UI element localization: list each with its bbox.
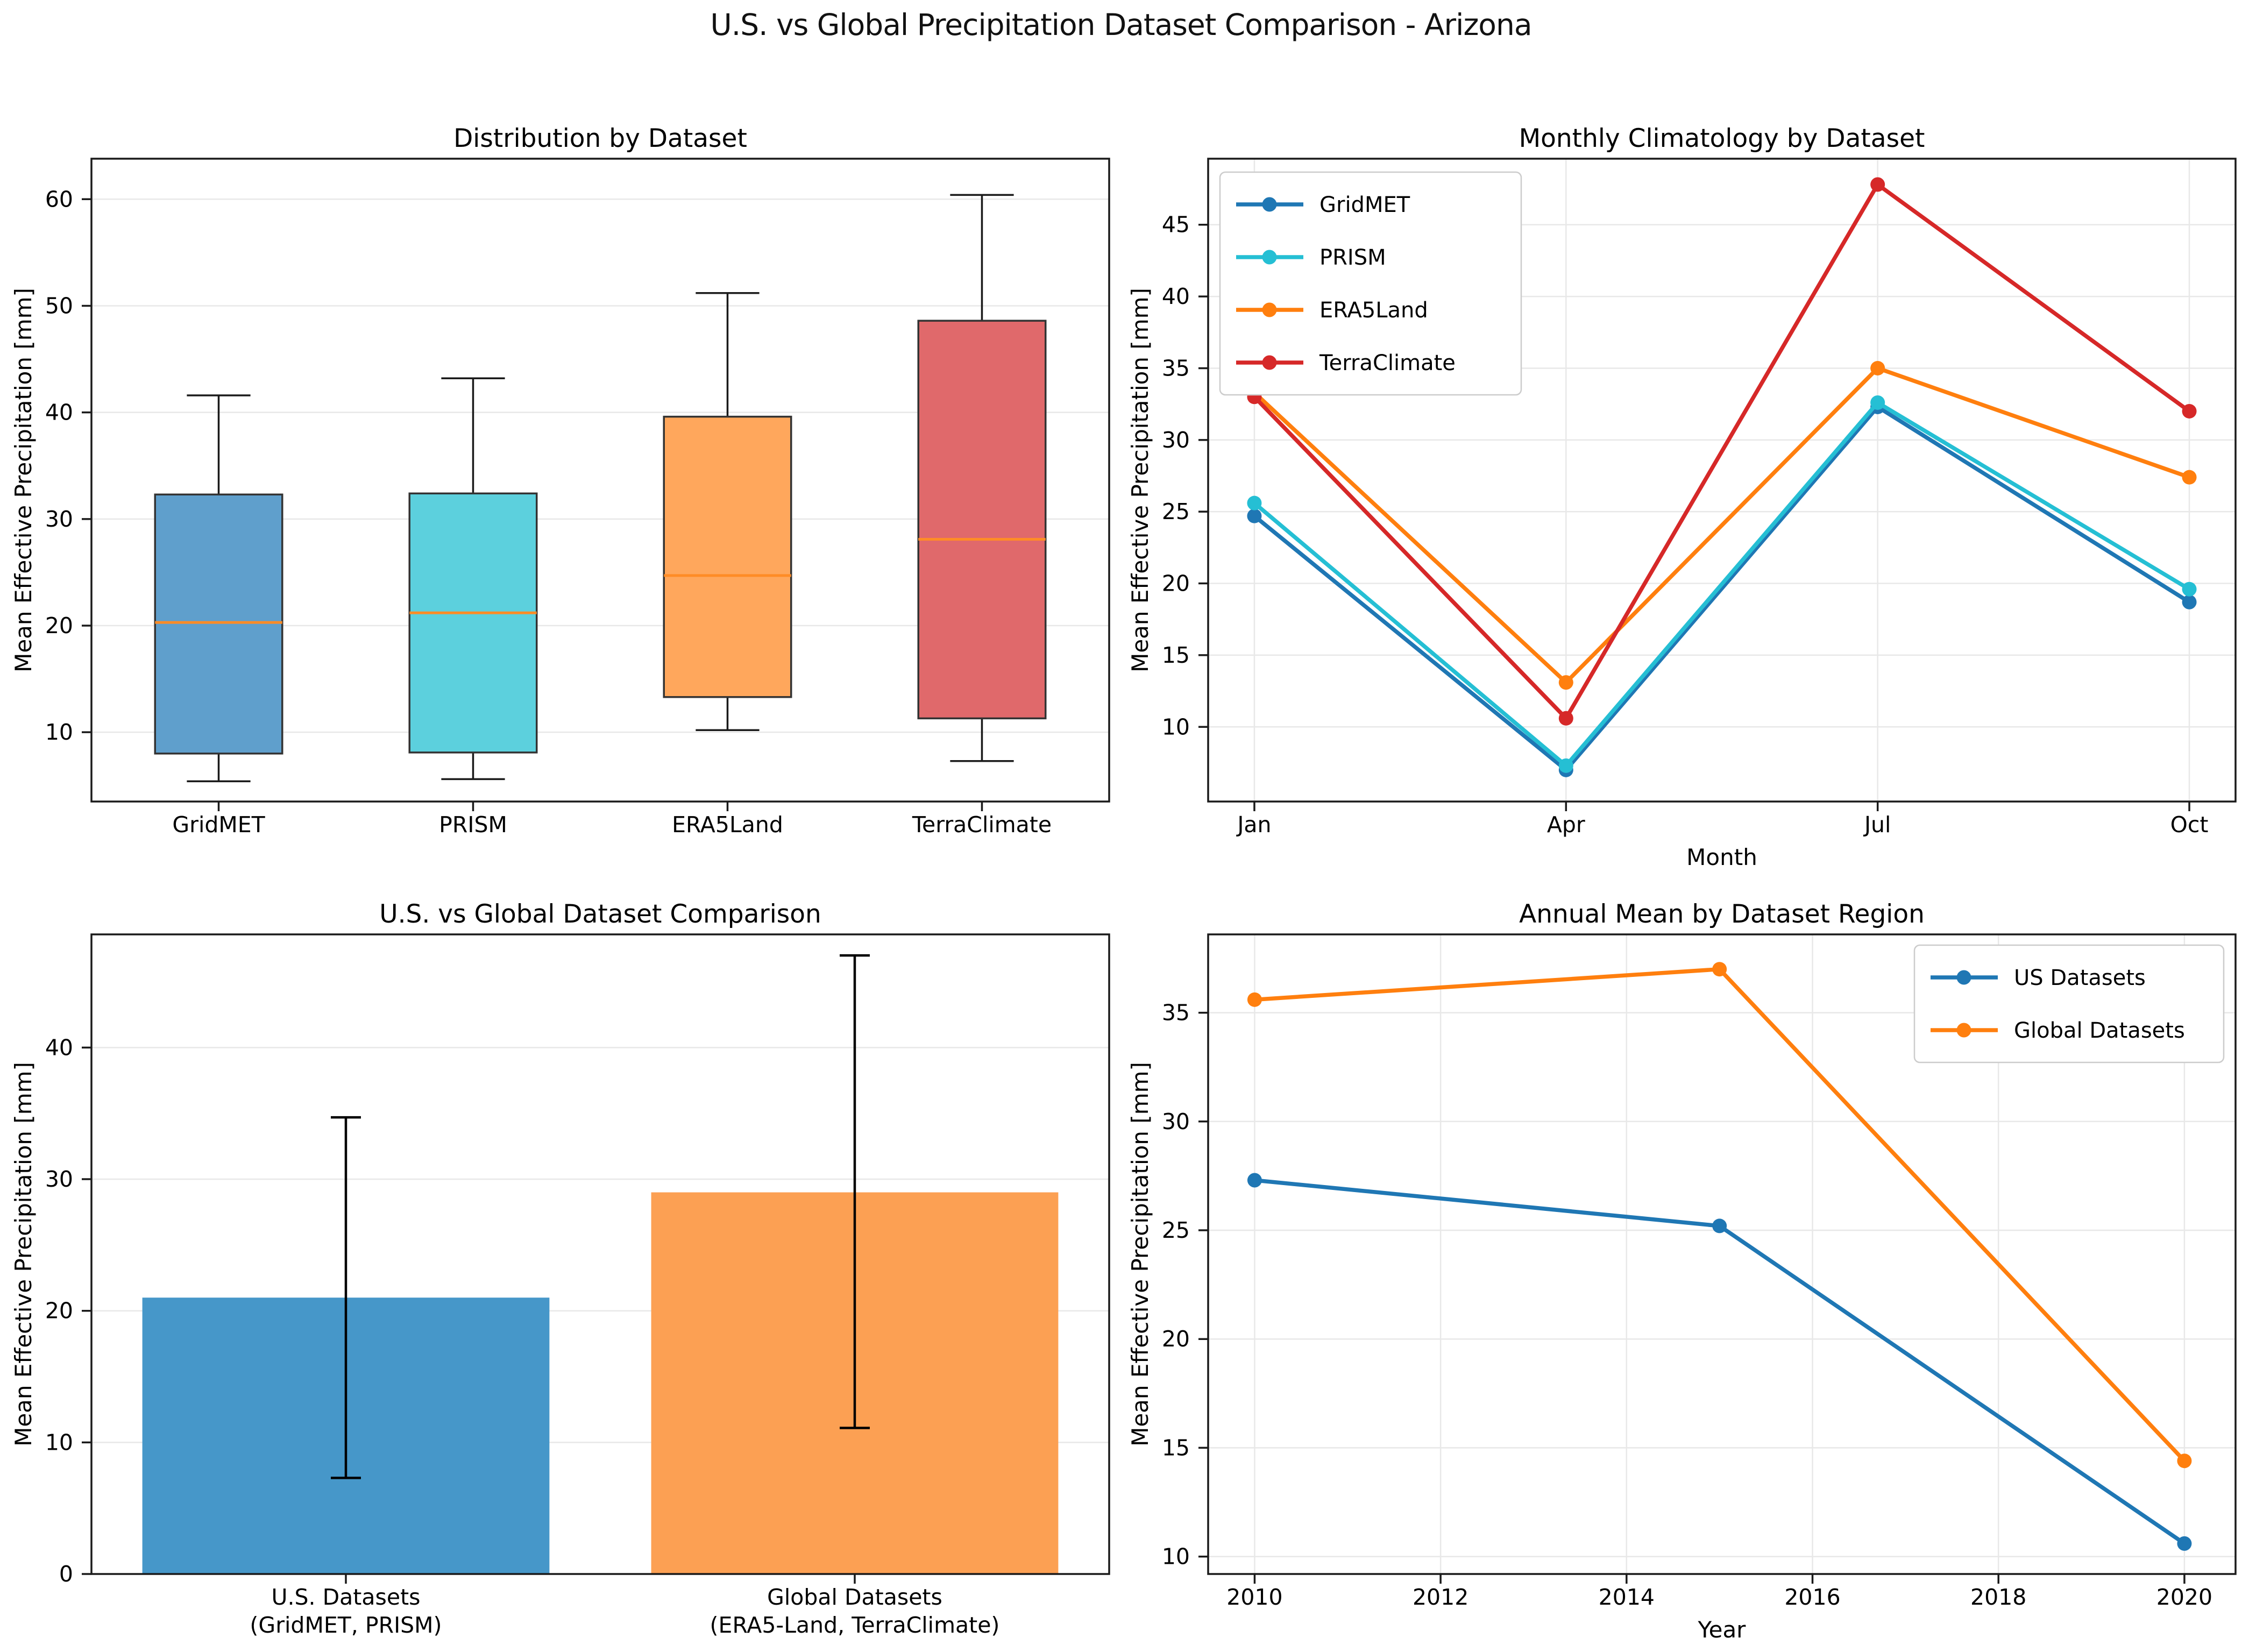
main-title: U.S. vs Global Precipitation Dataset Com… <box>710 8 1532 42</box>
chart-annual-mean: 10 15 20 25 30 35 2010 2012 2014 2016 2018 2020 Annu… <box>1127 899 2237 1643</box>
box-gridmet <box>154 394 283 783</box>
legend: US Datasets Global Datasets <box>1913 944 2225 1063</box>
bar-0 <box>142 1116 550 1574</box>
y-axis-label: Mean Effective Precipitation [mm] <box>10 288 37 672</box>
chart-title: Monthly Climatology by Dataset <box>1519 124 1925 153</box>
svg-text:15: 15 <box>1162 642 1190 668</box>
y-axis-label: Mean Effective Precipitation [mm] <box>10 1062 37 1447</box>
plot-spines <box>1207 933 2237 1575</box>
series <box>1247 962 2192 1551</box>
chart-title: Distribution by Dataset <box>453 124 747 153</box>
svg-text:25: 25 <box>1162 499 1190 524</box>
x-tick-label: Global Datasets <box>767 1584 942 1610</box>
svg-text:45: 45 <box>1162 212 1190 238</box>
bars <box>142 954 1059 1574</box>
bar-1 <box>651 954 1059 1574</box>
svg-text:30: 30 <box>45 506 73 532</box>
line-series-era5land <box>1247 360 2197 690</box>
chart-distribution: 10 20 30 40 50 60 GridMET PRISM ERA5Land TerraCli… <box>10 124 1110 838</box>
plot-spines <box>1207 158 2237 803</box>
line-series-prism <box>1247 395 2197 773</box>
x-tick-label: ERA5Land <box>672 812 783 838</box>
x-tick-label: Jan <box>1236 812 1271 838</box>
x-tick-label: (ERA5-Land, TerraClimate) <box>710 1612 1000 1638</box>
x-tick-label: 2010 <box>1226 1584 1282 1610</box>
svg-text:35: 35 <box>1162 1000 1190 1026</box>
x-tick-label: 2016 <box>1784 1584 1840 1610</box>
svg-text:10: 10 <box>45 1429 73 1455</box>
boxes <box>154 194 1047 783</box>
series <box>1247 177 2197 777</box>
x-tick-label: GridMET <box>172 812 265 838</box>
svg-text:0: 0 <box>59 1561 73 1587</box>
svg-text:15: 15 <box>1162 1435 1190 1460</box>
svg-text:20: 20 <box>45 1298 73 1324</box>
svg-text:30: 30 <box>1162 1109 1190 1135</box>
legend-item-era5land: ERA5Land <box>1236 298 1428 323</box>
x-tick-label: Oct <box>2170 812 2209 838</box>
svg-text:10: 10 <box>45 719 73 745</box>
axes: 10 20 30 40 50 60 GridMET PRISM ERA5Land TerraCli… <box>45 186 1052 838</box>
line-series-us-datasets <box>1247 1173 2192 1551</box>
x-tick-label: TerraClimate <box>912 812 1052 838</box>
box-terraclimate <box>917 194 1047 762</box>
box-prism <box>408 377 538 781</box>
box-era5land <box>663 292 792 731</box>
axes: 0 10 20 30 40 U.S. Datasets(GridMET, PRISM) Gl… <box>45 1034 1000 1638</box>
legend-label: US Datasets <box>2014 966 2146 990</box>
x-tick-label: PRISM <box>439 812 507 838</box>
x-tick-label: U.S. Datasets <box>271 1584 420 1610</box>
svg-text:30: 30 <box>1162 427 1190 453</box>
svg-text:40: 40 <box>45 1034 73 1060</box>
svg-text:35: 35 <box>1162 355 1190 381</box>
y-axis-label: Mean Effective Precipitation [mm] <box>1127 288 1153 672</box>
line-series-gridmet <box>1247 399 2197 777</box>
legend-item-terraclimate: TerraClimate <box>1236 351 1456 375</box>
svg-text:40: 40 <box>45 400 73 426</box>
x-tick-label: Apr <box>1547 812 1585 838</box>
legend-label: Global Datasets <box>2014 1018 2185 1043</box>
plot-spines <box>90 933 1110 1575</box>
line-series-global-datasets <box>1247 962 2192 1469</box>
svg-text:20: 20 <box>1162 571 1190 597</box>
x-tick-label: 2014 <box>1599 1584 1655 1610</box>
svg-text:20: 20 <box>45 613 73 639</box>
x-tick-label: (GridMET, PRISM) <box>250 1612 442 1638</box>
svg-text:40: 40 <box>1162 283 1190 309</box>
svg-text:10: 10 <box>1162 1544 1190 1570</box>
legend-label: TerraClimate <box>1319 351 1456 375</box>
y-axis-label: Mean Effective Precipitation [mm] <box>1127 1062 1153 1447</box>
x-tick-label: 2012 <box>1413 1584 1468 1610</box>
x-tick-label: 2018 <box>1970 1584 2026 1610</box>
chart-title: Annual Mean by Dataset Region <box>1519 899 1925 929</box>
legend-item-us-datasets: US Datasets <box>1931 966 2146 990</box>
axes: 10 15 20 25 30 35 2010 2012 2014 2016 2018 2020 <box>1162 1000 2212 1610</box>
legend: GridMET PRISM ERA5Land TerraClimate <box>1219 171 1522 396</box>
legend-label: GridMET <box>1319 193 1410 217</box>
legend-label: ERA5Land <box>1319 298 1428 323</box>
x-tick-label: 2020 <box>2156 1584 2212 1610</box>
svg-text:25: 25 <box>1162 1217 1190 1243</box>
chart-title: U.S. vs Global Dataset Comparison <box>379 899 821 929</box>
legend-item-global-datasets: Global Datasets <box>1931 1018 2185 1043</box>
chart-us-vs-global: 0 10 20 30 40 U.S. Datasets(GridMET, PRISM) Gl… <box>10 899 1110 1638</box>
svg-text:30: 30 <box>45 1166 73 1192</box>
legend-item-prism: PRISM <box>1236 245 1386 270</box>
plot-spines <box>90 158 1110 803</box>
axes: 10 15 20 25 30 35 40 45 Jan Apr Jul Oct <box>1162 212 2209 838</box>
svg-text:60: 60 <box>45 186 73 212</box>
legend-item-gridmet: GridMET <box>1236 193 1410 217</box>
x-tick-label: Jul <box>1863 812 1891 838</box>
chart-climatology: 10 15 20 25 30 35 40 45 Jan Apr Jul Oct Monthly Clim… <box>1127 124 2237 870</box>
x-axis-label: Month <box>1686 844 1757 870</box>
svg-text:50: 50 <box>45 293 73 318</box>
svg-text:20: 20 <box>1162 1326 1190 1352</box>
legend-label: PRISM <box>1319 245 1386 270</box>
x-axis-label: Year <box>1698 1616 1747 1643</box>
svg-text:10: 10 <box>1162 714 1190 740</box>
